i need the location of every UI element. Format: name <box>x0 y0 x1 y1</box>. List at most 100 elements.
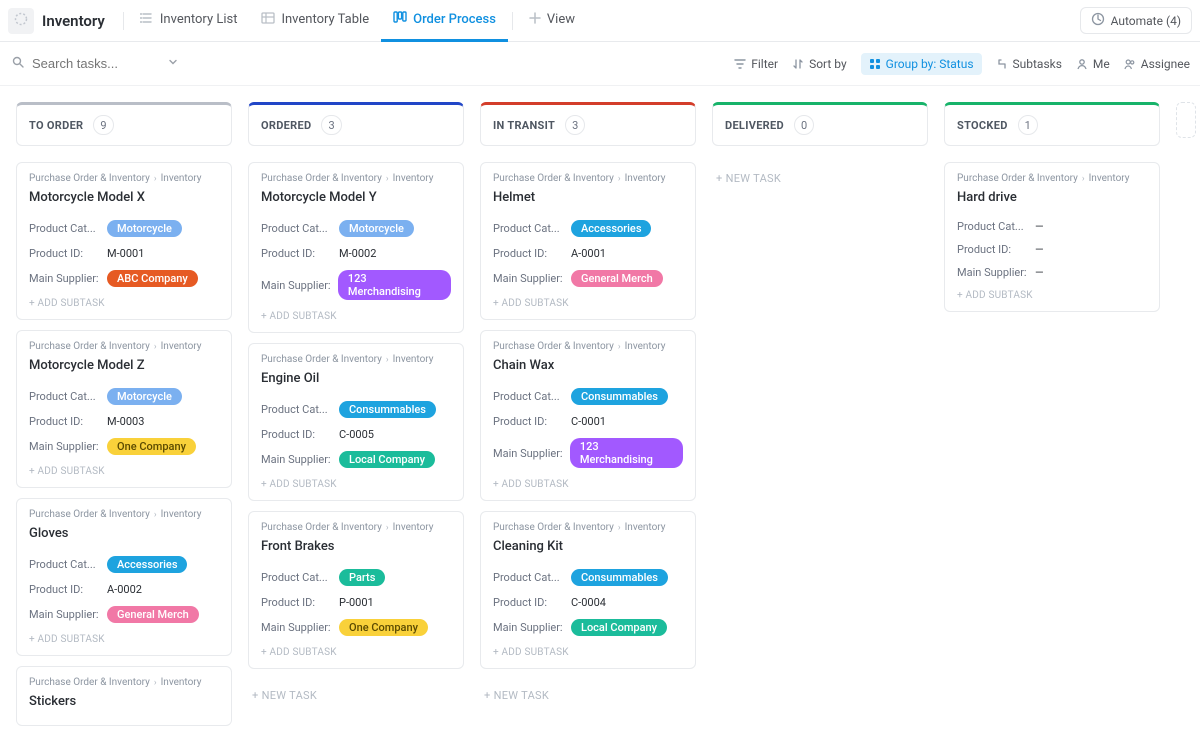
column-header[interactable]: STOCKED1 <box>944 102 1160 146</box>
breadcrumb-child: Inventory <box>393 522 434 533</box>
divider <box>123 12 124 30</box>
breadcrumb-child: Inventory <box>625 341 666 352</box>
breadcrumb-child: Inventory <box>161 677 202 688</box>
breadcrumb-parent: Purchase Order & Inventory <box>29 341 150 352</box>
field-product-id: Product ID:C-0004 <box>493 591 683 614</box>
card-title: Motorcycle Model X <box>29 190 219 205</box>
task-card[interactable]: Purchase Order & Inventory›InventoryStic… <box>16 666 232 726</box>
card-title: Gloves <box>29 526 219 541</box>
tag-pill: One Company <box>339 619 428 636</box>
breadcrumb-parent: Purchase Order & Inventory <box>957 173 1078 184</box>
chevron-right-icon: › <box>154 342 157 352</box>
add-subtask-button[interactable]: + ADD SUBTASK <box>957 284 1147 305</box>
tab-order-process[interactable]: Order Process <box>381 0 508 42</box>
breadcrumb: Purchase Order & Inventory›Inventory <box>493 173 683 184</box>
tag-pill: Motorcycle <box>339 220 414 237</box>
column-status-label: IN TRANSIT <box>493 119 555 132</box>
tab-label: Inventory Table <box>281 12 369 27</box>
tag-pill: ABC Company <box>107 270 198 287</box>
tag-pill: Parts <box>339 569 385 586</box>
task-card[interactable]: Purchase Order & Inventory›InventoryMoto… <box>16 330 232 488</box>
search-input[interactable] <box>10 50 180 77</box>
field-supplier: Main Supplier:123 Merchandising <box>261 265 451 305</box>
automate-label: Automate <box>1111 14 1163 28</box>
column-header[interactable]: TO ORDER9 <box>16 102 232 146</box>
add-subtask-button[interactable]: + ADD SUBTASK <box>493 473 683 494</box>
add-column-placeholder[interactable] <box>1176 102 1196 138</box>
field-label: Main Supplier: <box>261 279 338 292</box>
tab-inventory-table[interactable]: Inventory Table <box>249 0 381 42</box>
task-card[interactable]: Purchase Order & Inventory›InventoryHelm… <box>480 162 696 320</box>
chevron-down-icon[interactable] <box>168 57 178 70</box>
user-icon <box>1076 58 1088 70</box>
field-supplier: Main Supplier:— <box>957 261 1147 284</box>
sort-button[interactable]: Sort by <box>792 57 847 71</box>
add-subtask-button[interactable]: + ADD SUBTASK <box>29 292 219 313</box>
field-label: Product Cat... <box>493 390 571 403</box>
task-card[interactable]: Purchase Order & Inventory›InventoryFron… <box>248 511 464 669</box>
add-subtask-button[interactable]: + ADD SUBTASK <box>29 460 219 481</box>
field-category: Product Cat...Motorcycle <box>261 215 451 242</box>
board-column-to_order: TO ORDER9Purchase Order & Inventory›Inve… <box>16 102 232 726</box>
field-value: P-0001 <box>339 596 374 609</box>
add-subtask-button[interactable]: + ADD SUBTASK <box>29 628 219 649</box>
task-card[interactable]: Purchase Order & Inventory›Inventory Glov… <box>16 498 232 656</box>
me-button[interactable]: Me <box>1076 57 1110 71</box>
board-column-in_transit: IN TRANSIT 3 Purchase Order & Inventory›In… <box>480 102 696 712</box>
task-card[interactable]: Purchase Order & Inventory›InventoryEngi… <box>248 343 464 501</box>
new-task-button[interactable]: + NEW TASK <box>480 679 696 712</box>
card-title: Motorcycle Model Z <box>29 358 219 373</box>
new-task-button[interactable]: + NEW TASK <box>712 162 928 195</box>
field-value: M-0001 <box>107 247 144 260</box>
tab-inventory-list[interactable]: Inventory List <box>128 0 250 42</box>
add-subtask-button[interactable]: + ADD SUBTASK <box>493 292 683 313</box>
tag-pill: 123 Merchandising <box>338 270 451 300</box>
field-supplier: Main Supplier:General Merch <box>29 601 219 628</box>
assignee-button[interactable]: Assignee <box>1124 57 1190 71</box>
add-subtask-button[interactable]: + ADD SUBTASK <box>261 305 451 326</box>
task-card[interactable]: Purchase Order & Inventory›InventoryHard… <box>944 162 1160 312</box>
subtasks-button[interactable]: Subtasks <box>996 57 1062 71</box>
task-card[interactable]: Purchase Order & Inventory›InventoryMoto… <box>248 162 464 333</box>
column-header[interactable]: ORDERED3 <box>248 102 464 146</box>
tb-label: Subtasks <box>1013 57 1062 71</box>
column-count-badge: 3 <box>565 115 585 135</box>
column-header[interactable]: DELIVERED0 <box>712 102 928 146</box>
field-category: Product Cat...Accessories <box>493 215 683 242</box>
kanban-board: TO ORDER9Purchase Order & Inventory›Inve… <box>0 86 1200 750</box>
space-icon-button[interactable] <box>8 8 34 34</box>
column-cards: Purchase Order & Inventory›Inventory Moto… <box>248 162 464 712</box>
breadcrumb: Purchase Order & Inventory›Inventory <box>261 354 451 365</box>
tab-add-view[interactable]: View <box>517 0 587 42</box>
group-by-button[interactable]: Group by: Status <box>861 53 982 75</box>
automate-button[interactable]: Automate (4) <box>1080 7 1192 34</box>
tag-pill: One Company <box>107 438 196 455</box>
field-label: Main Supplier: <box>29 272 107 285</box>
field-label: Product ID: <box>493 247 571 260</box>
add-subtask-button[interactable]: + ADD SUBTASK <box>493 641 683 662</box>
field-label: Product Cat... <box>261 222 339 235</box>
loading-icon <box>13 11 29 31</box>
column-header[interactable]: IN TRANSIT 3 <box>480 102 696 146</box>
board-column-ordered: ORDERED3 Purchase Order & Inventory›Inven… <box>248 102 464 712</box>
breadcrumb: Purchase Order & Inventory›Inventory <box>261 522 451 533</box>
add-subtask-button[interactable]: + ADD SUBTASK <box>261 641 451 662</box>
dashed-box <box>1176 102 1196 138</box>
filter-button[interactable]: Filter <box>734 57 778 71</box>
tab-label: Order Process <box>413 12 496 27</box>
field-label: Product Cat... <box>493 222 571 235</box>
breadcrumb: Purchase Order & Inventory›Inventory <box>957 173 1147 184</box>
field-supplier: Main Supplier:One Company <box>29 433 219 460</box>
tag-pill: Motorcycle <box>107 220 182 237</box>
task-card[interactable]: Purchase Order & Inventory›InventoryMoto… <box>16 162 232 320</box>
task-card[interactable]: Purchase Order & Inventory›InventoryChai… <box>480 330 696 501</box>
task-card[interactable]: Purchase Order & Inventory›InventoryClea… <box>480 511 696 669</box>
add-subtask-button[interactable]: + ADD SUBTASK <box>261 473 451 494</box>
sort-icon <box>792 58 804 70</box>
table-icon <box>261 11 275 29</box>
tag-pill: Consummables <box>339 401 436 418</box>
new-task-button[interactable]: + NEW TASK <box>248 679 464 712</box>
breadcrumb: Purchase Order & Inventory›Inventory <box>29 509 219 520</box>
card-title: Stickers <box>29 694 219 709</box>
field-label: Product ID: <box>29 415 107 428</box>
